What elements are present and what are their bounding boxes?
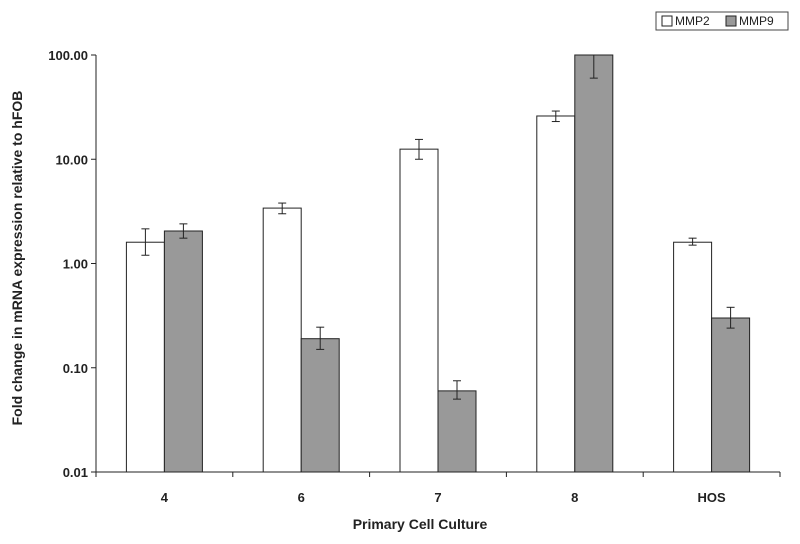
x-tick-label: HOS xyxy=(698,490,727,505)
y-tick-label: 0.10 xyxy=(63,361,88,376)
legend-box xyxy=(655,11,789,31)
bar-mmp2-8 xyxy=(536,115,576,473)
legend: MMP2 MMP9 xyxy=(655,11,789,31)
legend-swatch-mmp9 xyxy=(725,15,737,27)
bar-mmp9-hos xyxy=(711,317,751,473)
bar-mmp2-hos xyxy=(673,241,713,473)
bar-mmp9-8 xyxy=(574,54,614,473)
legend-label-mmp2: MMP2 xyxy=(675,14,710,28)
y-axis-title: Fold change in mRNA expression relative … xyxy=(9,91,25,426)
legend-label-mmp9: MMP9 xyxy=(739,14,774,28)
error-bars-layer xyxy=(141,54,735,400)
y-axis: 0.01 0.10 1.00 10.00 100.00 xyxy=(48,48,97,480)
y-tick-label: 100.00 xyxy=(48,48,88,63)
bar-mmp9-4 xyxy=(163,230,203,473)
bar-mmp9-7 xyxy=(437,390,477,473)
legend-swatch-mmp2 xyxy=(661,15,673,27)
x-axis: 4 6 7 8 HOS xyxy=(95,471,781,505)
x-tick-label: 7 xyxy=(434,490,441,505)
y-tick-label: 10.00 xyxy=(55,152,88,167)
bar-mmp2-7 xyxy=(399,148,439,473)
x-axis-title: Primary Cell Culture xyxy=(353,516,488,532)
bars-layer xyxy=(125,54,751,473)
y-tick-label: 1.00 xyxy=(63,257,88,272)
x-tick-label: 4 xyxy=(161,490,169,505)
bar-mmp2-6 xyxy=(262,207,302,473)
bar-mmp9-6 xyxy=(300,338,340,473)
x-tick-label: 8 xyxy=(571,490,578,505)
x-tick-label: 6 xyxy=(298,490,305,505)
y-tick-label: 0.01 xyxy=(63,465,88,480)
bar-mmp2-4 xyxy=(125,241,165,473)
